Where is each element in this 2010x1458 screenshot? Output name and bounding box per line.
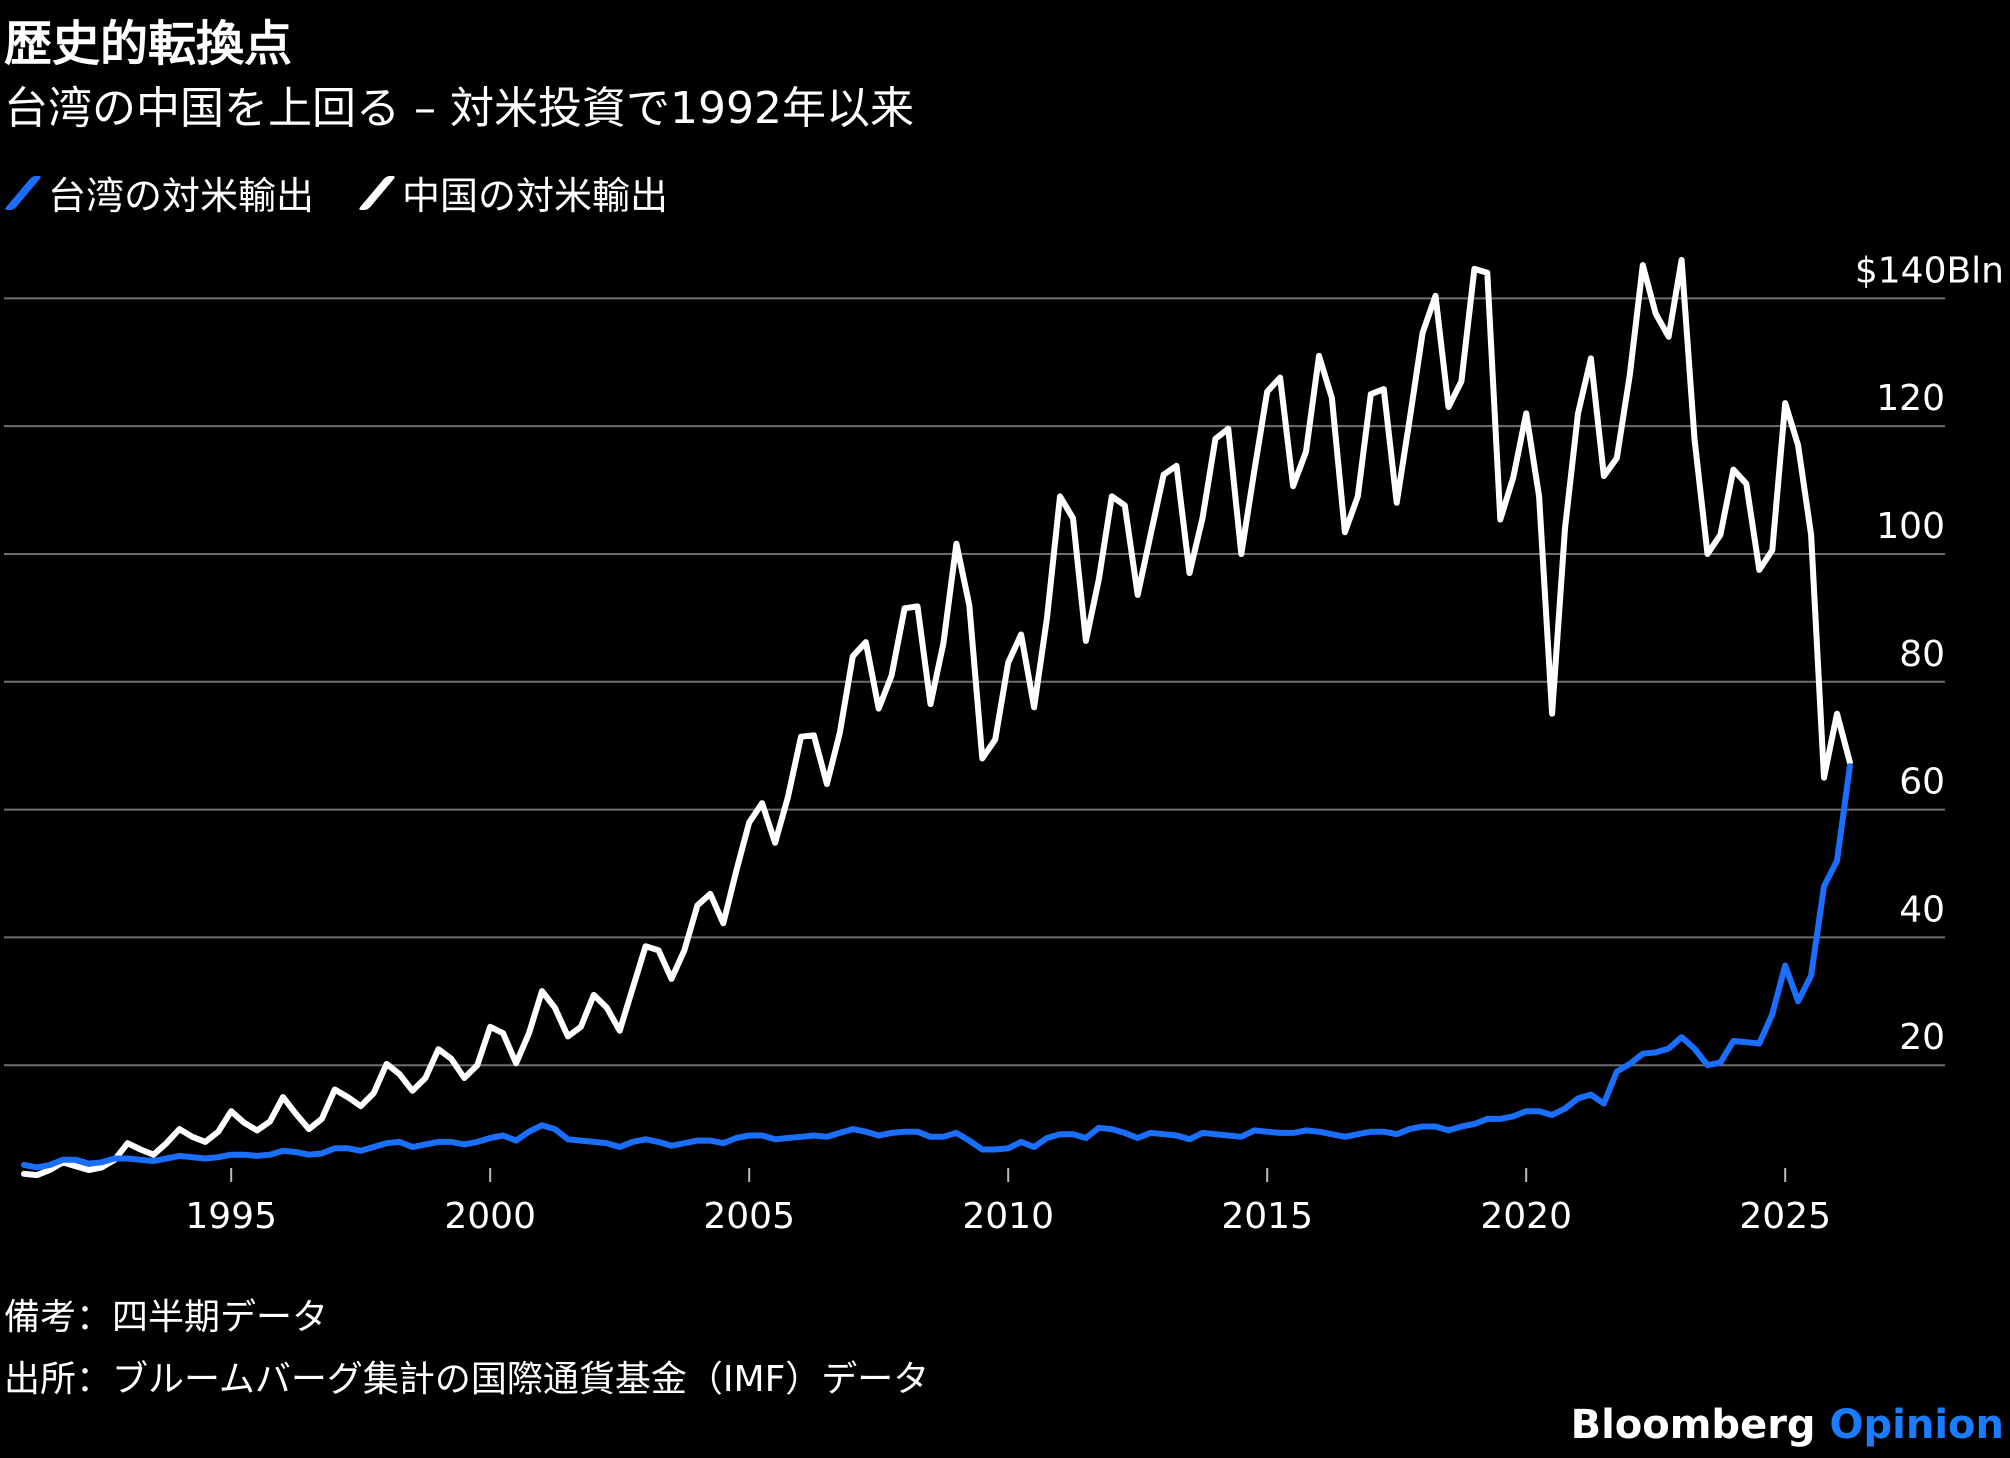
x-tick-label: 2005	[703, 1196, 795, 1237]
x-tick-label: 2025	[1739, 1196, 1831, 1237]
legend: 台湾の対米輸出 中国の対米輸出	[3, 165, 712, 220]
x-tick-label: 2000	[444, 1196, 536, 1237]
brand-main: Bloomberg	[1570, 1402, 1816, 1448]
legend-label-taiwan: 台湾の対米輸出	[48, 174, 315, 218]
legend-label-china: 中国の対米輸出	[402, 174, 669, 218]
series-line-china	[21, 257, 1853, 1179]
y-tick-label: 20	[1899, 1017, 1945, 1058]
chart-subtitle: 台湾の中国を上回る – 対米投資で1992年以来	[4, 83, 914, 134]
x-tick-label: 2015	[1221, 1196, 1313, 1237]
y-tick-label: 60	[1899, 762, 1945, 803]
y-tick-label: 120	[1876, 378, 1945, 419]
x-tick-label: 2010	[962, 1196, 1054, 1237]
footnote-source: 出所：ブルームバーグ集計の国際通貨基金（IMF）データ	[4, 1359, 930, 1400]
series-line-taiwan	[21, 763, 1853, 1171]
y-tick-label: 100	[1876, 506, 1945, 547]
legend-item-taiwan: 台湾の対米輸出	[3, 165, 315, 220]
x-tick-label: 1995	[185, 1196, 277, 1237]
brand-logo: Bloomberg Opinion	[1571, 1402, 2004, 1448]
y-tick-label: 40	[1899, 889, 1945, 930]
legend-item-china: 中国の対米輸出	[357, 165, 669, 220]
chart-title: 歴史的転換点	[4, 16, 293, 72]
x-tick-label: 2020	[1480, 1196, 1572, 1237]
y-tick-label: $140Bln	[1855, 250, 2004, 291]
footnote-note: 備考：四半期データ	[4, 1297, 329, 1338]
y-tick-label: 80	[1899, 634, 1945, 675]
brand-accent: Opinion	[1829, 1402, 2005, 1448]
